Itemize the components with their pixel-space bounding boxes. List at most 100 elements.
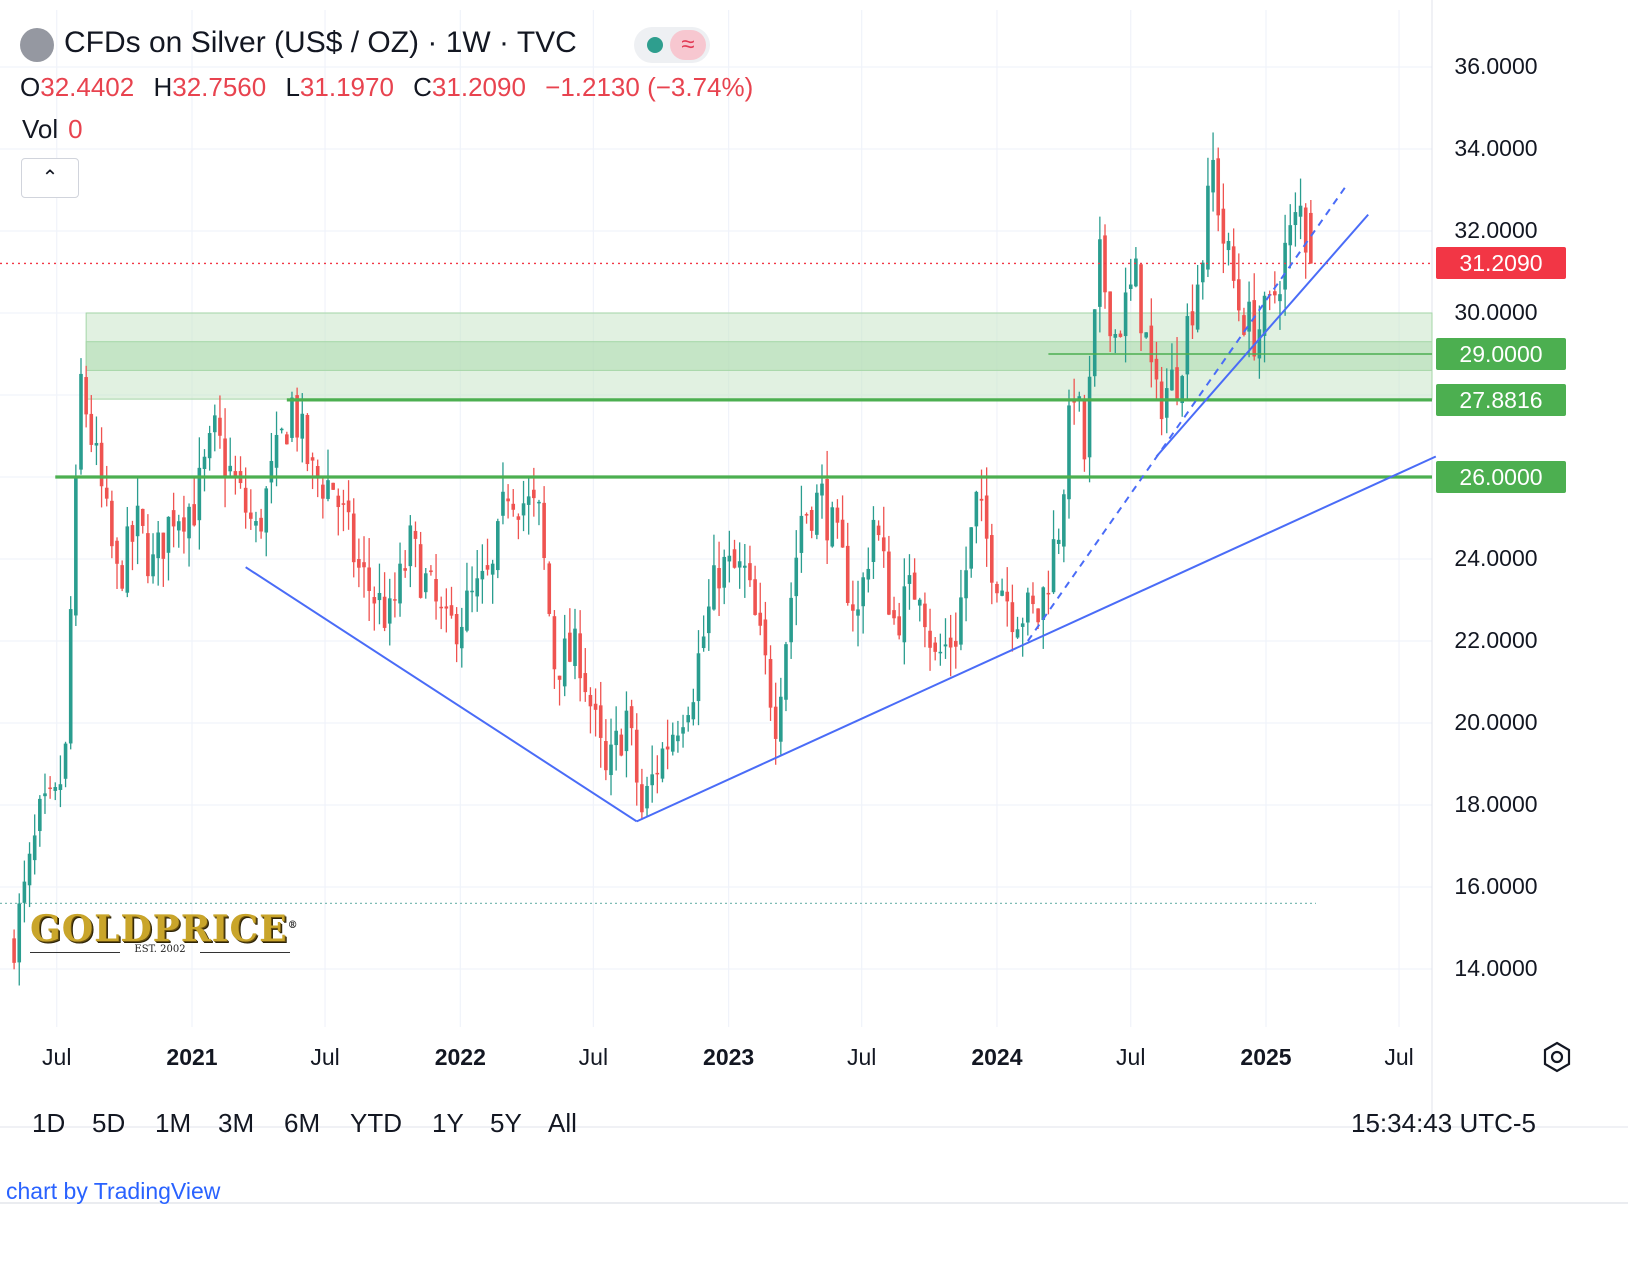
range-button-1m[interactable]: 1M bbox=[155, 1108, 192, 1138]
symbol-title[interactable]: CFDs on Silver (US$ / OZ) · 1W · TVC bbox=[64, 26, 577, 59]
candle-body bbox=[943, 644, 948, 647]
wave-icon[interactable]: ≈ bbox=[670, 30, 706, 60]
tradingview-credit[interactable]: chart by TradingView bbox=[6, 1178, 221, 1204]
candle-body bbox=[820, 483, 824, 496]
candle-body bbox=[799, 515, 804, 553]
candle-body bbox=[552, 616, 557, 670]
candle-body bbox=[403, 568, 407, 571]
candle-body bbox=[459, 626, 464, 649]
candle-body bbox=[413, 530, 418, 539]
high-value: 32.7560 bbox=[172, 72, 267, 102]
candle-body bbox=[104, 487, 109, 499]
candle-body bbox=[1164, 388, 1169, 418]
candle-body bbox=[1211, 159, 1215, 193]
candle-body bbox=[187, 506, 191, 539]
candle-body bbox=[732, 549, 737, 568]
candle-body bbox=[1128, 284, 1133, 289]
candle-body bbox=[1170, 369, 1174, 391]
candle-body bbox=[1010, 602, 1015, 633]
candle-body bbox=[928, 630, 932, 648]
candle-body bbox=[835, 507, 840, 523]
candle-body bbox=[959, 597, 963, 645]
candle-body bbox=[1283, 242, 1287, 290]
candle-body bbox=[979, 498, 984, 501]
candle-body bbox=[27, 853, 32, 886]
candle-body bbox=[1020, 623, 1025, 627]
candle-body bbox=[506, 498, 510, 502]
horizontal-levels bbox=[0, 262, 1432, 905]
volume-label: Vol bbox=[22, 114, 59, 144]
range-button-5d[interactable]: 5D bbox=[92, 1108, 126, 1138]
candle-body bbox=[984, 495, 989, 539]
candle-body bbox=[207, 433, 212, 459]
candle-body bbox=[809, 510, 814, 531]
range-button-1y[interactable]: 1Y bbox=[432, 1108, 464, 1138]
candle-body bbox=[331, 482, 335, 490]
candle-body bbox=[398, 563, 402, 604]
candle-body bbox=[223, 438, 227, 477]
candle-body bbox=[218, 417, 222, 436]
candle-body bbox=[1200, 262, 1205, 283]
price-flag: 26.0000 bbox=[1436, 461, 1566, 493]
candle-body bbox=[887, 551, 891, 615]
range-button-3m[interactable]: 3M bbox=[218, 1108, 255, 1138]
time-tick-label: Jul bbox=[1384, 1044, 1414, 1070]
range-button-ytd[interactable]: YTD bbox=[350, 1108, 402, 1138]
candle-body bbox=[295, 395, 299, 438]
time-tick-label: 2021 bbox=[166, 1044, 218, 1070]
candle-body bbox=[1288, 225, 1293, 246]
candle-body bbox=[1123, 292, 1128, 337]
candle-body bbox=[197, 467, 202, 521]
price-tick-label: 16.0000 bbox=[1454, 873, 1538, 899]
candle-body bbox=[578, 633, 582, 679]
collapse-legend-button[interactable]: ⌃ bbox=[21, 158, 79, 198]
candle-body bbox=[1144, 332, 1148, 338]
time-tick-label: 2024 bbox=[971, 1044, 1023, 1070]
range-button-1d[interactable]: 1D bbox=[32, 1108, 66, 1138]
candle-body bbox=[53, 787, 58, 791]
candle-body bbox=[516, 516, 521, 520]
candle-body bbox=[655, 772, 660, 775]
candle-body bbox=[1036, 608, 1040, 623]
candle-body bbox=[254, 521, 258, 526]
candle-body bbox=[701, 636, 706, 649]
candle-body bbox=[825, 478, 829, 541]
candle-body bbox=[1149, 325, 1154, 363]
candle-body bbox=[429, 570, 433, 573]
candle-body bbox=[176, 521, 181, 531]
candle-body bbox=[475, 578, 480, 597]
candle-body bbox=[58, 784, 63, 790]
range-button-all[interactable]: All bbox=[548, 1108, 577, 1138]
candle-body bbox=[650, 774, 654, 786]
candle-body bbox=[310, 457, 315, 461]
ohlc-readout: O32.4402 H32.7560 L31.1970 C31.2090 −1.2… bbox=[20, 72, 765, 103]
trendlines bbox=[245, 185, 1437, 823]
range-button-6m[interactable]: 6M bbox=[284, 1108, 321, 1138]
candle-body bbox=[1257, 329, 1262, 359]
candle-body bbox=[614, 730, 618, 746]
candle-body bbox=[840, 519, 845, 548]
candle-body bbox=[1077, 396, 1082, 400]
candle-body bbox=[1226, 240, 1231, 251]
settings-gear-icon[interactable] bbox=[1540, 1040, 1574, 1074]
candle-body bbox=[1273, 291, 1277, 296]
candle-body bbox=[1026, 592, 1030, 623]
open-label: O bbox=[20, 72, 41, 102]
candle-body bbox=[1180, 376, 1184, 404]
range-button-5y[interactable]: 5Y bbox=[490, 1108, 522, 1138]
goldprice-rule-right bbox=[200, 952, 290, 953]
candle-body bbox=[995, 583, 999, 594]
candle-body bbox=[377, 592, 382, 601]
candle-body bbox=[871, 519, 876, 562]
candle-body bbox=[1309, 212, 1313, 264]
candle-body bbox=[727, 555, 732, 562]
candle-body bbox=[758, 612, 763, 626]
candle-body bbox=[315, 466, 320, 479]
candle-body bbox=[876, 525, 881, 536]
candle-body bbox=[1237, 279, 1241, 311]
candle-body bbox=[804, 514, 809, 516]
candle-body bbox=[423, 573, 428, 593]
candle-body bbox=[1113, 334, 1118, 338]
candle-body bbox=[68, 609, 73, 744]
